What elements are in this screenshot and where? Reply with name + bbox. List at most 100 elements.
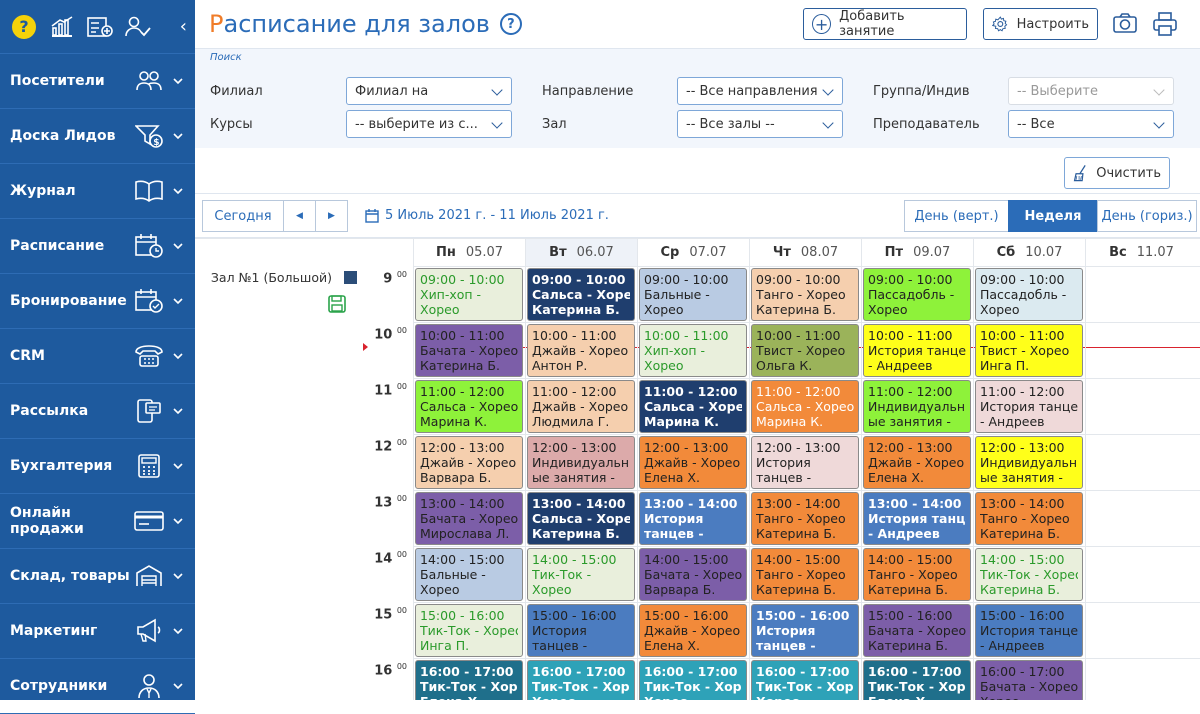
- schedule-event[interactable]: 14:00 - 15:00 Бачата - Хорео Варвара Б.: [639, 548, 747, 601]
- sidebar-item-label: Журнал: [10, 183, 76, 199]
- prev-week-button[interactable]: ◀: [283, 200, 316, 232]
- sidebar-item-11[interactable]: Сотрудники: [0, 659, 195, 714]
- schedule-event[interactable]: 09:00 - 10:00 Хип-хоп - Хорео: [415, 268, 523, 321]
- event-line: 16:00 - 17:00: [868, 664, 962, 679]
- schedule-event[interactable]: 15:00 - 16:00 Тик-Ток - Хорео Инга П.: [415, 604, 523, 657]
- schedule-event[interactable]: 10:00 - 11:00 Бачата - Хорео Катерина Б.: [415, 324, 523, 377]
- schedule-event[interactable]: 13:00 - 14:00 Танго - Хорео Катерина Б.: [751, 492, 859, 545]
- sidebar-item-5[interactable]: CRM: [0, 329, 195, 384]
- printer-icon[interactable]: [1153, 12, 1177, 40]
- schedule-event[interactable]: 12:00 - 13:00 Индивидуальн ые занятия -: [975, 436, 1083, 489]
- date-range[interactable]: 5 Июль 2021 г. - 11 Июль 2021 г.: [365, 208, 609, 223]
- view-day-vertical-button[interactable]: День (верт.): [904, 200, 1009, 232]
- sidebar-item-2[interactable]: Журнал: [0, 164, 195, 219]
- event-line: История танцев: [868, 511, 966, 526]
- schedule-event[interactable]: 11:00 - 12:00 Сальса - Хорео Марина К.: [415, 380, 523, 433]
- schedule-event[interactable]: 11:00 - 12:00 Сальса - Хорео Марина К.: [751, 380, 859, 433]
- save-icon[interactable]: [328, 295, 346, 316]
- event-line: 09:00 - 10:00: [980, 272, 1065, 287]
- schedule-event[interactable]: 10:00 - 11:00 Хип-хоп - Хорео: [639, 324, 747, 377]
- collapse-sidebar-icon[interactable]: ‹: [179, 16, 187, 37]
- sidebar-item-4[interactable]: Бронирование: [0, 274, 195, 329]
- schedule-event[interactable]: 14:00 - 15:00 Тик-Ток - Хорео Катерина Б.: [975, 548, 1083, 601]
- event-line: 09:00 - 10:00: [532, 272, 626, 287]
- schedule-event[interactable]: 10:00 - 11:00 Твист - Хорео Ольга К.: [751, 324, 859, 377]
- schedule-event[interactable]: 13:00 - 14:00 Бачата - Хорео Мирослава Л.: [415, 492, 523, 545]
- schedule-event[interactable]: 12:00 - 13:00 Джайв - Хорео Варвара Б.: [415, 436, 523, 489]
- sidebar-item-8[interactable]: Онлайн продажи: [0, 494, 195, 549]
- sidebar-item-3[interactable]: Расписание: [0, 219, 195, 274]
- schedule-event[interactable]: 14:00 - 15:00 Тик-Ток - Хорео: [527, 548, 635, 601]
- schedule-event[interactable]: 10:00 - 11:00 Твист - Хорео Инга П.: [975, 324, 1083, 377]
- sidebar-item-7[interactable]: Бухгалтерия: [0, 439, 195, 494]
- teacher-select[interactable]: -- Все: [1008, 110, 1174, 138]
- schedule-event[interactable]: 15:00 - 16:00 История танцев - Андреев: [975, 604, 1083, 657]
- schedule-event[interactable]: 12:00 - 13:00 Джайв - Хорео Елена Х.: [639, 436, 747, 489]
- schedule-event[interactable]: 14:00 - 15:00 Танго - Хорео Катерина Б.: [751, 548, 859, 601]
- schedule-event[interactable]: 15:00 - 16:00 Бачата - Хорео Катерина Б.: [863, 604, 971, 657]
- schedule-event[interactable]: 11:00 - 12:00 Сальса - Хорео Марина К.: [639, 380, 747, 433]
- hall-select[interactable]: -- Все залы --: [677, 110, 843, 138]
- schedule-event[interactable]: 14:00 - 15:00 Бальные - Хорео: [415, 548, 523, 601]
- schedule-event[interactable]: 09:00 - 10:00 Пассадобль - Хорео: [975, 268, 1083, 321]
- view-day-horizontal-button[interactable]: День (гориз.): [1097, 200, 1197, 232]
- schedule-event[interactable]: 10:00 - 11:00 История танцев - Андреев: [863, 324, 971, 377]
- schedule-event[interactable]: 11:00 - 12:00 История танцев - Андреев: [975, 380, 1083, 433]
- sidebar-item-6[interactable]: Рассылка: [0, 384, 195, 439]
- event-line: Джайв - Хорео: [644, 455, 741, 470]
- chevron-down-icon: [171, 515, 185, 528]
- sidebar-item-9[interactable]: Склад, товары: [0, 549, 195, 604]
- day-date: 10.07: [1025, 244, 1063, 260]
- schedule-event[interactable]: 15:00 - 16:00 История танцев -: [751, 604, 859, 657]
- schedule-event[interactable]: 12:00 - 13:00 Индивидуальн ые занятия -: [527, 436, 635, 489]
- schedule-event[interactable]: 09:00 - 10:00 Пассадобль - Хорео: [863, 268, 971, 321]
- add-lesson-button[interactable]: + Добавить занятие: [803, 8, 967, 40]
- schedule-event[interactable]: 11:00 - 12:00 Джайв - Хорео Людмила Г.: [527, 380, 635, 433]
- schedule-event[interactable]: 12:00 - 13:00 История танцев -: [751, 436, 859, 489]
- user-check-icon[interactable]: [122, 11, 154, 43]
- schedule-event[interactable]: 15:00 - 16:00 Джайв - Хорео Елена Х.: [639, 604, 747, 657]
- schedule-event[interactable]: 15:00 - 16:00 История танцев -: [527, 604, 635, 657]
- event-line: 14:00 - 15:00: [420, 552, 505, 567]
- schedule-event[interactable]: 13:00 - 14:00 Сальса - Хорео Катерина Б.: [527, 492, 635, 545]
- today-button[interactable]: Сегодня: [202, 200, 284, 232]
- group-select[interactable]: -- Выберите: [1008, 77, 1174, 105]
- schedule-event[interactable]: 09:00 - 10:00 Сальса - Хорео Катерина Б.: [527, 268, 635, 321]
- phone-icon: [133, 342, 165, 370]
- next-week-button[interactable]: ▶: [315, 200, 348, 232]
- help-question-icon[interactable]: ?: [499, 13, 522, 35]
- task-add-icon[interactable]: [84, 11, 116, 43]
- sidebar-item-0[interactable]: Посетители: [0, 54, 195, 109]
- event-line: танцев -: [756, 638, 816, 653]
- sidebar-item-1[interactable]: Доска Лидов $: [0, 109, 195, 164]
- schedule-event[interactable]: 12:00 - 13:00 Джайв - Хорео Елена Х.: [863, 436, 971, 489]
- sidebar-item-10[interactable]: Маркетинг: [0, 604, 195, 659]
- clear-button[interactable]: Очистить: [1064, 157, 1170, 189]
- view-week-button[interactable]: Неделя: [1008, 200, 1098, 232]
- help-icon[interactable]: ?: [8, 11, 40, 43]
- settings-button[interactable]: Настроить: [983, 8, 1098, 40]
- schedule-event[interactable]: 10:00 - 11:00 Джайв - Хорео Антон Р.: [527, 324, 635, 377]
- schedule-event[interactable]: 09:00 - 10:00 Бальные - Хорео: [639, 268, 747, 321]
- courses-select[interactable]: -- выберите из с...: [346, 110, 512, 138]
- calendar-check-icon: [133, 287, 165, 315]
- schedule-event[interactable]: 13:00 - 14:00 История танцев -: [639, 492, 747, 545]
- chart-icon[interactable]: [46, 11, 78, 43]
- branch-select[interactable]: Филиал на: [346, 77, 512, 105]
- schedule-event[interactable]: 13:00 - 14:00 Танго - Хорео Катерина Б.: [975, 492, 1083, 545]
- event-line: Индивидуальн: [532, 455, 630, 470]
- schedule-event[interactable]: 14:00 - 15:00 Танго - Хорео Катерина Б.: [863, 548, 971, 601]
- clear-toolbar: Очистить: [195, 148, 1200, 194]
- direction-select[interactable]: -- Все направления: [677, 77, 843, 105]
- event-line: Танго - Хорео: [868, 567, 958, 582]
- schedule-event[interactable]: 11:00 - 12:00 Индивидуальн ые занятия -: [863, 380, 971, 433]
- schedule-event[interactable]: 09:00 - 10:00 Танго - Хорео Катерина Б.: [751, 268, 859, 321]
- camera-icon[interactable]: [1113, 12, 1137, 38]
